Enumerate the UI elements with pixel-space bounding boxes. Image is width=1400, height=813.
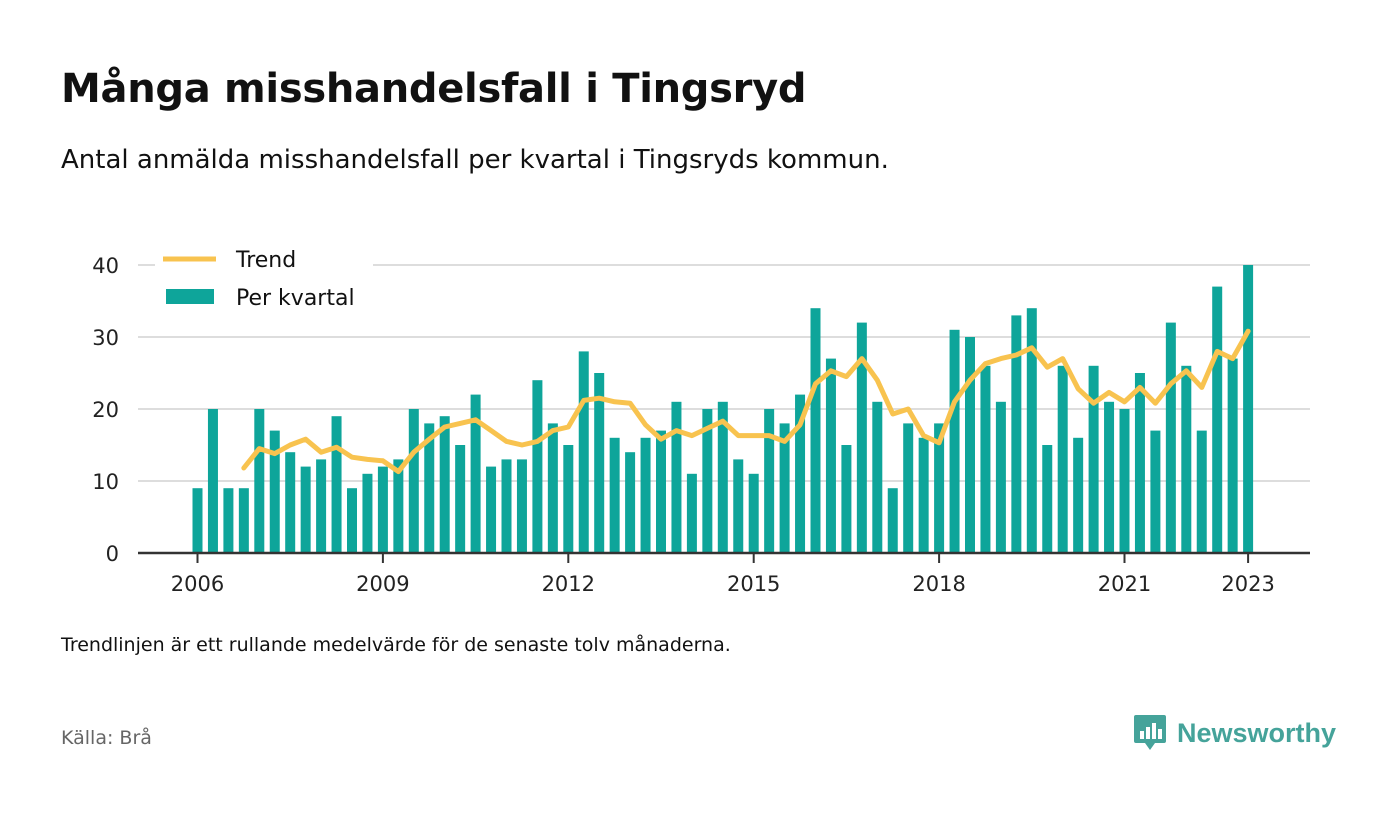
bar [702, 409, 713, 553]
bar [1104, 401, 1115, 553]
bar [625, 452, 636, 553]
legend: Trend Per kvartal [155, 240, 373, 320]
y-tick-label: 40 [92, 254, 119, 278]
bar [486, 466, 497, 553]
bar [764, 409, 775, 553]
bar [717, 401, 728, 553]
bar [1042, 445, 1053, 553]
bar [1057, 365, 1068, 553]
bar [1026, 308, 1037, 553]
bar [856, 322, 867, 553]
newsworthy-logo-icon [1134, 715, 1166, 750]
bar [393, 459, 404, 553]
bar [578, 351, 589, 553]
legend-backdrop [155, 240, 373, 320]
bar [733, 459, 744, 553]
bar [671, 401, 682, 553]
bar [207, 409, 218, 553]
bar [408, 409, 419, 553]
y-tick-label: 20 [92, 398, 119, 422]
bar [377, 466, 388, 553]
bar [609, 437, 620, 553]
bar [1073, 437, 1084, 553]
bar [934, 423, 945, 553]
x-tick-label: 2021 [1098, 572, 1151, 596]
bar [980, 365, 991, 553]
bar [347, 488, 357, 553]
bar-series [192, 265, 1254, 553]
bar [995, 401, 1006, 553]
bar [686, 473, 697, 553]
bar [748, 473, 759, 553]
bar [532, 380, 543, 553]
trend-line [241, 328, 1251, 475]
bar [1243, 265, 1254, 553]
x-axis-ticks: 2006 2009 2012 2015 2018 2021 2023 [171, 553, 1275, 596]
x-tick-label: 2009 [356, 572, 409, 596]
x-tick-label: 2023 [1221, 572, 1274, 596]
bar [269, 430, 280, 553]
bar [965, 337, 975, 553]
bar [872, 401, 883, 553]
bar [516, 459, 527, 553]
bar [1227, 358, 1238, 553]
bar [238, 488, 249, 553]
bar [424, 423, 435, 553]
bar [285, 452, 296, 553]
bar [1150, 430, 1161, 553]
footnote: Trendlinjen är ett rullande medelvärde f… [61, 634, 731, 656]
bar [825, 358, 836, 553]
bar [841, 445, 852, 553]
bar [563, 445, 574, 553]
bar [1196, 430, 1207, 553]
bar [1119, 409, 1130, 553]
bar [1011, 315, 1022, 553]
bar [300, 466, 311, 553]
bar [594, 373, 605, 553]
bar [254, 409, 265, 553]
bar [331, 416, 342, 553]
legend-trend-label: Trend [235, 248, 296, 273]
bar [362, 473, 373, 553]
x-tick-label: 2015 [727, 572, 780, 596]
y-tick-label: 0 [106, 542, 119, 566]
bar [918, 437, 929, 553]
bar [192, 488, 203, 553]
bar [795, 394, 806, 553]
y-tick-label: 10 [92, 470, 119, 494]
bar [1165, 322, 1176, 553]
y-tick-label: 30 [92, 326, 119, 350]
bar [1088, 365, 1099, 553]
bar [316, 459, 327, 553]
chart-title: Många misshandelsfall i Tingsryd [61, 66, 807, 112]
bar [547, 423, 558, 553]
bar [887, 488, 898, 553]
brand-logo[interactable]: Newsworthy [1133, 711, 1336, 755]
bar [656, 430, 666, 553]
bar [903, 423, 914, 553]
bar [1134, 373, 1145, 553]
bar [949, 329, 960, 553]
legend-bar-swatch [166, 289, 214, 304]
chart-subtitle: Antal anmälda misshandelsfall per kvarta… [61, 145, 889, 175]
bar [455, 445, 466, 553]
bar [779, 423, 790, 553]
x-tick-label: 2012 [542, 572, 595, 596]
bar [1212, 286, 1223, 553]
x-tick-label: 2018 [912, 572, 965, 596]
bar [470, 394, 481, 553]
bar [640, 437, 651, 553]
bar [1181, 365, 1192, 553]
bar [439, 416, 450, 553]
bar [501, 459, 512, 553]
bar [810, 308, 821, 553]
x-tick-label: 2006 [171, 572, 224, 596]
brand-name: Newsworthy [1177, 717, 1337, 748]
bar [223, 488, 234, 553]
y-axis-ticks: 0 10 20 30 40 [92, 254, 119, 566]
source-label: Källa: Brå [61, 727, 152, 749]
legend-bar-label: Per kvartal [236, 286, 355, 311]
